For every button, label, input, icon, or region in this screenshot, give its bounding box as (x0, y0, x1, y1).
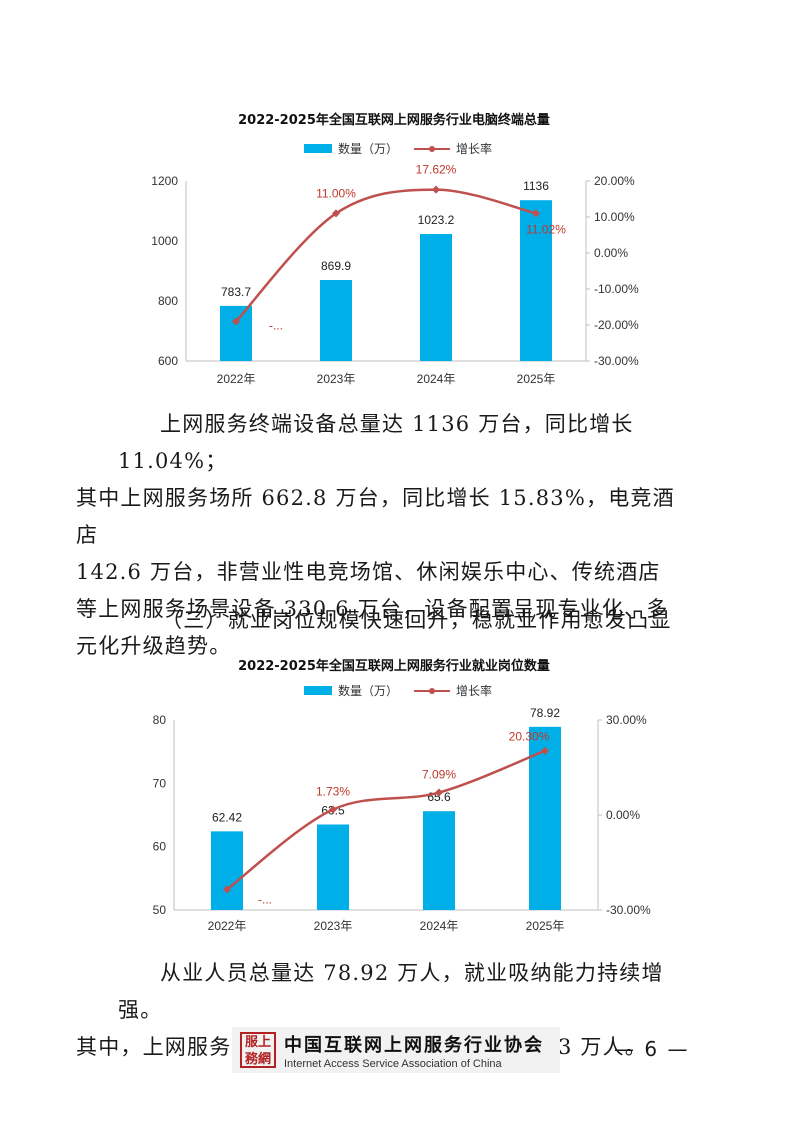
bar-value-label: 1023.2 (418, 213, 455, 227)
legend-line-label: 增长率 (456, 683, 492, 698)
bar-2025年 (529, 726, 561, 910)
right-tick-label: -30.00% (594, 354, 639, 368)
right-tick-label: 20.00% (594, 174, 635, 188)
growth-point (432, 185, 440, 194)
left-tick-label: 60 (153, 840, 167, 854)
growth-point (329, 805, 337, 814)
para1-line-2: 142.6 万台，非营业性电竞场馆、休闲娱乐中心、传统酒店 (76, 560, 661, 584)
category-label: 2022年 (208, 919, 247, 933)
bar-value-label: 783.7 (221, 285, 251, 299)
growth-label: 11.00% (316, 186, 356, 200)
org-name-cn: 中国互联网上网服务行业协会 (284, 1034, 544, 1056)
right-tick-label: -30.00% (606, 903, 651, 917)
para1-line-1: 其中上网服务场所 662.8 万台，同比增长 15.83%，电竞酒店 (76, 486, 675, 547)
bar-2025年 (520, 200, 552, 361)
bar-2024年 (423, 811, 455, 910)
legend-bar-label: 数量（万） (338, 683, 398, 698)
growth-point (332, 209, 340, 218)
left-tick-label: 80 (153, 713, 167, 727)
legend-line-marker (429, 688, 435, 694)
category-label: 2024年 (417, 372, 456, 386)
paragraph-terminals: 上网服务终端设备总量达 1136 万台，同比增长 11.04%； 其中上网服务场… (76, 406, 684, 665)
growth-point (541, 746, 549, 755)
category-label: 2025年 (517, 372, 556, 386)
left-tick-label: 50 (153, 903, 167, 917)
logo-text: 中国互联网上网服务行业协会 Internet Access Service As… (284, 1031, 544, 1070)
category-label: 2022年 (217, 372, 256, 386)
seal-line-1: 務網 (244, 1052, 271, 1067)
growth-label: 7.09% (422, 768, 456, 782)
right-tick-label: 10.00% (594, 210, 635, 224)
right-tick-label: 0.00% (594, 246, 628, 260)
category-label: 2025年 (526, 919, 565, 933)
growth-line (226, 749, 546, 891)
bar-2023年 (317, 824, 349, 910)
bar-2022年 (211, 831, 243, 910)
bar-2022年 (220, 305, 252, 361)
seal-icon: 服上 務網 (240, 1032, 276, 1068)
left-tick-label: 800 (158, 294, 178, 308)
association-logo: 服上 務網 中国互联网上网服务行业协会 Internet Access Serv… (232, 1027, 560, 1073)
bar-value-label: 78.92 (530, 706, 560, 720)
legend-line-label: 增长率 (456, 141, 492, 156)
growth-point (435, 788, 443, 797)
growth-point (223, 885, 231, 894)
org-name-en: Internet Access Service Association of C… (284, 1057, 502, 1070)
growth-point (532, 209, 540, 218)
seal-line-0: 服上 (244, 1035, 271, 1050)
page-number: — 6 — (614, 1037, 690, 1061)
left-tick-label: 600 (158, 354, 178, 368)
para1-line-0: 上网服务终端设备总量达 1136 万台，同比增长 11.04%； (118, 412, 634, 473)
right-tick-label: -10.00% (594, 282, 639, 296)
section-heading: （三）就业岗位规模快速回升，稳就业作用愈发凸显 (161, 608, 672, 632)
growth-label: 1.73% (316, 785, 350, 799)
bar-2023年 (320, 280, 352, 361)
para2-line-0: 从业人员总量达 78.92 万人，就业吸纳能力持续增强。 (118, 961, 664, 1022)
chart-jobs: 2022-2025年全国互联网上网服务行业就业岗位数量数量（万） 增长率 50 60 7… (134, 648, 654, 942)
legend-bar-swatch (304, 144, 332, 153)
bar-value-label: 869.9 (321, 259, 351, 273)
left-tick-label: 1000 (151, 234, 178, 248)
growth-label: 11.02% (526, 222, 566, 236)
right-tick-label: 30.00% (606, 713, 647, 727)
legend-line-marker (429, 146, 435, 152)
bar-2024年 (420, 234, 452, 361)
category-label: 2024年 (420, 919, 459, 933)
growth-label: 20.30% (509, 730, 550, 744)
growth-line (235, 188, 537, 323)
category-label: 2023年 (314, 919, 353, 933)
chart-terminals: 2022-2025年全国互联网上网服务行业电脑终端总量数量（万） 增长率 600 80… (134, 98, 654, 396)
category-label: 2023年 (317, 372, 356, 386)
growth-label: -... (258, 892, 272, 906)
bar-value-label: 62.42 (212, 810, 242, 824)
chart-title: 2022-2025年全国互联网上网服务行业就业岗位数量 (238, 658, 550, 674)
legend-bar-label: 数量（万） (338, 141, 398, 156)
growth-label: 17.62% (416, 163, 457, 177)
para1-line-3: 等上网服务场景设备 330.6 万台，设备配置呈现专业化、多 (76, 597, 669, 621)
growth-label: -... (269, 318, 283, 332)
right-tick-label: -20.00% (594, 318, 639, 332)
left-tick-label: 1200 (151, 174, 178, 188)
bar-value-label: 1136 (523, 179, 549, 193)
chart-title: 2022-2025年全国互联网上网服务行业电脑终端总量 (238, 112, 550, 128)
left-tick-label: 70 (153, 776, 167, 790)
growth-point (232, 317, 240, 326)
right-tick-label: 0.00% (606, 808, 640, 822)
legend-bar-swatch (304, 686, 332, 695)
para1-line-4: 元化升级趋势。 (76, 634, 232, 658)
